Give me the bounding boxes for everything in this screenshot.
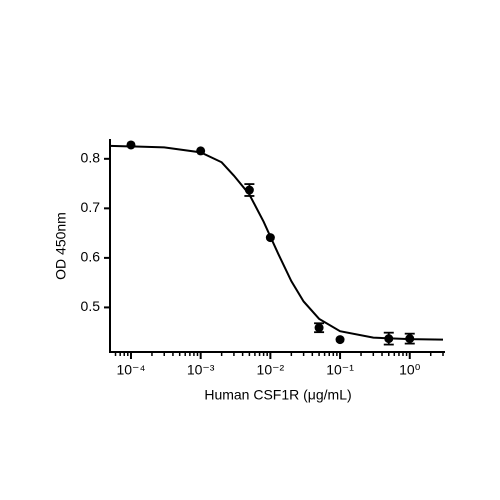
x-tick-label: 10⁻⁴ <box>116 362 145 378</box>
x-tick-label: 10⁻² <box>257 362 285 378</box>
x-tick-label: 10⁻¹ <box>326 362 354 378</box>
x-tick-label: 10⁰ <box>399 362 421 378</box>
y-tick-label: 0.8 <box>81 150 101 166</box>
data-point <box>196 146 206 156</box>
x-axis-label: Human CSF1R (μg/mL) <box>204 387 351 403</box>
data-point <box>405 334 415 344</box>
x-tick-label: 10⁻³ <box>187 362 215 378</box>
data-point <box>126 140 136 150</box>
y-tick-label: 0.5 <box>81 298 101 314</box>
data-point <box>384 334 394 344</box>
y-axis-label: OD 450nm <box>53 212 69 280</box>
y-tick-label: 0.6 <box>81 249 101 265</box>
fit-curve <box>109 144 444 341</box>
y-tick-label: 0.7 <box>81 199 101 215</box>
data-point <box>314 323 324 333</box>
data-point <box>244 185 254 195</box>
data-point <box>265 233 275 243</box>
data-point <box>335 335 345 345</box>
